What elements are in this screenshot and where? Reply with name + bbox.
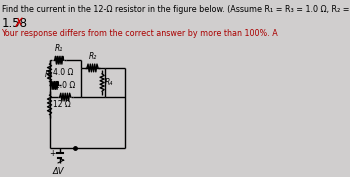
Text: Your response differs from the correct answer by more than 100%. A: Your response differs from the correct a… <box>1 29 278 38</box>
Text: R₁: R₁ <box>55 44 63 53</box>
Text: R₄: R₄ <box>105 78 113 87</box>
Text: ✗: ✗ <box>14 16 24 30</box>
Text: 1.58: 1.58 <box>1 18 28 30</box>
Text: 4.0 Ω: 4.0 Ω <box>53 68 74 77</box>
Text: Find the current in the 12-Ω resistor in the figure below. (Assume R₁ = R₃ = 1.0: Find the current in the 12-Ω resistor in… <box>1 5 350 14</box>
Text: R₃: R₃ <box>44 70 52 79</box>
Text: 12 Ω: 12 Ω <box>53 100 71 109</box>
Text: R₂: R₂ <box>89 52 97 61</box>
Text: ΔV: ΔV <box>53 167 64 176</box>
Text: 2.0 Ω: 2.0 Ω <box>55 81 75 90</box>
Text: +: + <box>49 149 56 158</box>
